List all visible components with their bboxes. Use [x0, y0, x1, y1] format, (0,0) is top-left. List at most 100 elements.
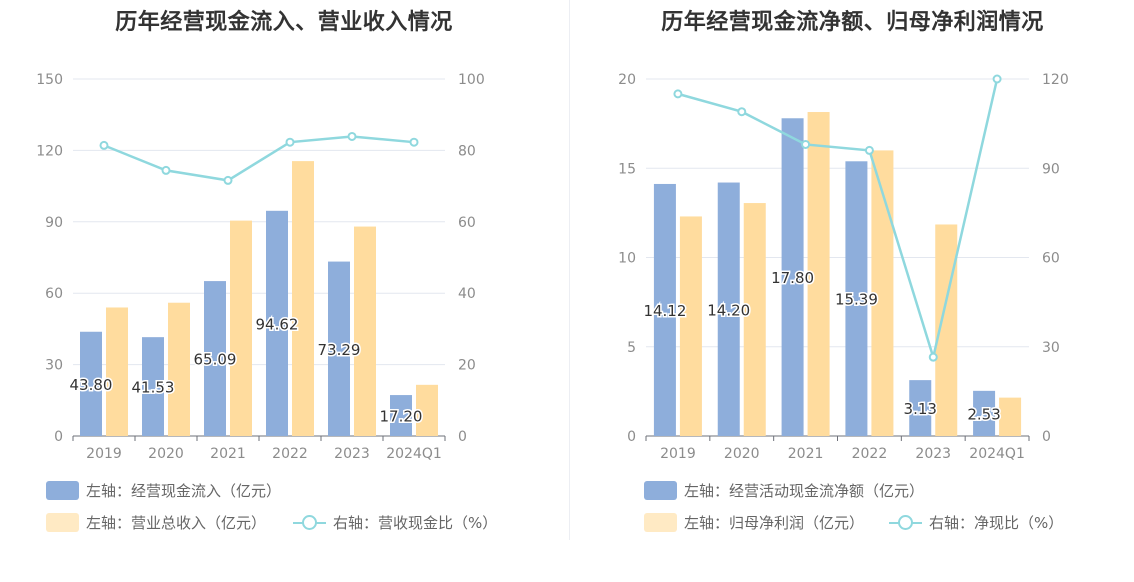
legend-label: 左轴：归母净利润（亿元）	[684, 514, 865, 532]
data-label: 3.13	[904, 400, 937, 418]
legend-line-icon	[889, 513, 922, 532]
bar-cash-inflow	[80, 331, 102, 436]
legend-swatch	[644, 513, 677, 532]
left-axis-tick-label: 20	[618, 72, 636, 88]
x-axis-tick-label: 2020	[148, 446, 184, 462]
chart-title: 历年经营现金流净额、归母净利润情况	[661, 10, 1044, 35]
line-point	[992, 74, 1002, 84]
bar-net-profit	[743, 203, 766, 436]
bar-net-operating-cash-flow	[973, 390, 996, 436]
legend-swatch	[46, 481, 79, 500]
data-label: 17.20	[380, 408, 423, 426]
left-axis-tick-label: 0	[54, 429, 63, 445]
bar-net-profit	[807, 112, 830, 437]
right-axis-tick-label: 90	[1042, 161, 1060, 177]
left-axis-tick-label: 10	[618, 251, 636, 267]
x-axis-tick-label: 2019	[660, 446, 696, 462]
data-label: 2.53	[967, 405, 1000, 423]
line-point	[223, 175, 233, 185]
left-axis-tick-label: 60	[45, 286, 63, 302]
data-label: 14.20	[707, 301, 750, 319]
data-label: 43.80	[70, 376, 113, 394]
chart-plot-area: 0 5 10 15 20 0 30 60 90 120 2019 2020 2021 2022 2023 20…	[618, 72, 1069, 462]
legend-item-revenue[interactable]: 左轴：营业总收入（亿元）	[46, 512, 266, 533]
data-label: 15.39	[835, 291, 878, 309]
net-cash-flow-profit-chart: 历年经营现金流净额、归母净利润情况 0 5 10 15 20 0 30 60 90 120 2019…	[571, 0, 1134, 582]
bar-revenue	[354, 226, 376, 436]
x-axis-tick-label: 2019	[86, 446, 122, 462]
bar-net-profit	[871, 150, 894, 436]
legend-label: 右轴：营收现金比（%）	[333, 514, 498, 532]
bar-cash-inflow	[390, 395, 412, 436]
x-axis-tick-label: 2023	[334, 446, 370, 462]
bar-revenue	[168, 302, 190, 436]
x-axis-tick-label: 2021	[788, 446, 824, 462]
legend-item-cash-revenue-ratio[interactable]: 右轴：营收现金比（%）	[293, 512, 497, 533]
line-point	[161, 165, 171, 175]
bar-net-profit	[679, 216, 702, 436]
legend-label: 左轴：经营活动现金流净额（亿元）	[684, 482, 925, 500]
left-axis-tick-label: 120	[36, 143, 63, 159]
bar-revenue	[292, 161, 314, 437]
right-axis-tick-label: 100	[458, 72, 485, 88]
bar-net-operating-cash-flow	[781, 118, 804, 437]
bar-net-profit	[999, 397, 1022, 436]
bar-net-operating-cash-flow	[717, 182, 740, 436]
x-axis-tick-label: 2024Q1	[969, 446, 1025, 462]
data-label: 41.53	[132, 379, 175, 397]
line-point	[928, 352, 938, 362]
left-axis-tick-label: 90	[45, 215, 63, 231]
right-axis-tick-label: 30	[1042, 340, 1060, 356]
panel-divider	[569, 0, 570, 540]
x-axis-tick-label: 2022	[852, 446, 888, 462]
line-point	[673, 89, 683, 99]
right-axis-tick-label: 20	[458, 358, 476, 374]
legend-item-net-profit[interactable]: 左轴：归母净利润（亿元）	[644, 512, 864, 533]
line-series-net-cash-ratio	[677, 78, 999, 362]
bar-revenue	[230, 220, 252, 436]
legend-swatch	[46, 513, 79, 532]
left-axis-tick-label: 5	[627, 340, 636, 356]
legend-item-net-cash-ratio[interactable]: 右轴：净现比（%）	[889, 512, 1063, 533]
x-axis-tick-label: 2024Q1	[386, 446, 442, 462]
data-label: 73.29	[318, 341, 361, 359]
right-axis-tick-label: 0	[1042, 429, 1051, 445]
legend-line-icon	[293, 513, 326, 532]
x-axis-tick-label: 2020	[724, 446, 760, 462]
data-label: 14.12	[643, 302, 686, 320]
bar-cash-inflow	[204, 281, 226, 436]
bar-cash-inflow	[266, 210, 288, 436]
x-axis-tick-label: 2022	[272, 446, 308, 462]
bar-net-operating-cash-flow	[909, 380, 932, 436]
legend-label: 右轴：净现比（%）	[929, 514, 1064, 532]
bar-cash-inflow	[328, 261, 350, 436]
line-point	[864, 145, 874, 155]
bar-revenue	[416, 384, 438, 436]
right-axis-tick-label: 40	[458, 286, 476, 302]
legend-item-net-operating-cash-flow[interactable]: 左轴：经营活动现金流净额（亿元）	[644, 480, 924, 501]
data-label: 17.80	[771, 269, 814, 287]
line-series-cash-revenue-ratio	[103, 135, 415, 182]
legend-swatch	[644, 481, 677, 500]
line-point	[99, 140, 109, 150]
chart-plot-area: 0 30 60 90 120 150 0 20 40 60 80 100 2019 2020 2021 202…	[36, 72, 485, 462]
line-point	[285, 137, 295, 147]
bar-net-operating-cash-flow	[653, 183, 676, 436]
right-axis-tick-label: 120	[1042, 72, 1069, 88]
legend-item-cash-inflow[interactable]: 左轴：经营现金流入（亿元）	[46, 480, 281, 501]
left-axis-tick-label: 15	[618, 161, 636, 177]
cash-inflow-revenue-chart: 历年经营现金流入、营业收入情况 0 30 60 90 120 150 0 20 40 60 80 10…	[36, 10, 497, 533]
chart-title: 历年经营现金流入、营业收入情况	[115, 10, 453, 35]
left-axis-tick-label: 0	[627, 429, 636, 445]
line-point	[347, 131, 357, 141]
left-axis-tick-label: 30	[45, 358, 63, 374]
bar-revenue	[106, 307, 128, 436]
legend-label: 左轴：营业总收入（亿元）	[86, 514, 267, 532]
left-axis-tick-label: 150	[36, 72, 63, 88]
x-axis-tick-label: 2021	[210, 446, 246, 462]
right-axis-tick-label: 80	[458, 143, 476, 159]
bar-net-operating-cash-flow	[845, 161, 868, 436]
line-point	[737, 107, 747, 117]
legend-label: 左轴：经营现金流入（亿元）	[86, 482, 282, 500]
